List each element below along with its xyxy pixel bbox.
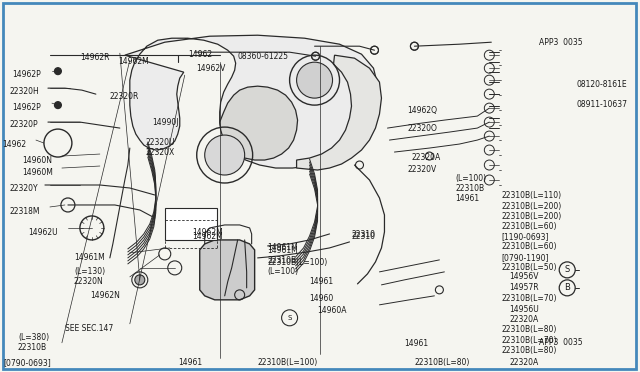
Text: 22320A: 22320A (412, 153, 441, 162)
Text: 22310B(L=100): 22310B(L=100) (258, 358, 318, 367)
Text: 22310B(L=60): 22310B(L=60) (501, 222, 557, 231)
Polygon shape (200, 240, 255, 300)
Text: 22320U: 22320U (146, 138, 175, 147)
Text: 22310B(L=80): 22310B(L=80) (501, 346, 557, 355)
FancyBboxPatch shape (3, 3, 636, 369)
Text: 14961: 14961 (310, 277, 333, 286)
Text: 14961M: 14961M (268, 243, 298, 252)
Text: 14961: 14961 (178, 358, 202, 367)
Text: S: S (287, 315, 292, 321)
Text: 22310B: 22310B (268, 256, 297, 265)
Text: 14960: 14960 (310, 294, 334, 303)
Text: 14962V: 14962V (196, 64, 225, 73)
Text: 14961M: 14961M (268, 246, 298, 255)
Text: 14957R: 14957R (509, 283, 539, 292)
Text: 22310B(L=70): 22310B(L=70) (501, 294, 557, 303)
Text: 22320P: 22320P (10, 120, 38, 129)
Text: 14962M: 14962M (192, 228, 223, 237)
Text: 22320O: 22320O (408, 124, 437, 133)
Text: 14960A: 14960A (317, 306, 347, 315)
Text: [0790-0693]: [0790-0693] (3, 358, 51, 367)
Text: 14961: 14961 (404, 339, 429, 348)
Text: (L=100): (L=100) (456, 174, 486, 183)
Text: 22310B(L=110): 22310B(L=110) (501, 191, 561, 200)
Text: 22320Y: 22320Y (10, 184, 38, 193)
Text: 22320A: 22320A (509, 358, 538, 367)
Text: 22310B(L=100): 22310B(L=100) (268, 258, 328, 267)
Circle shape (135, 275, 145, 285)
Text: 22310B(L=200): 22310B(L=200) (501, 202, 561, 211)
Text: 14961M: 14961M (74, 253, 105, 262)
Text: 14961: 14961 (456, 194, 479, 203)
Text: [0790-1190]: [0790-1190] (501, 253, 549, 262)
Text: 14956V: 14956V (509, 272, 539, 281)
Text: 08360-61225: 08360-61225 (237, 52, 289, 61)
Text: 22320H: 22320H (10, 87, 40, 96)
Text: 14962Q: 14962Q (408, 106, 437, 115)
Polygon shape (125, 35, 378, 168)
Text: 14962U: 14962U (28, 228, 58, 237)
Text: (L=380): (L=380) (18, 333, 49, 342)
Polygon shape (220, 86, 298, 160)
Text: SEE SEC.147: SEE SEC.147 (65, 324, 113, 333)
Text: 14960M: 14960M (22, 168, 53, 177)
Polygon shape (296, 55, 381, 170)
Text: 14962N: 14962N (90, 291, 120, 300)
Text: 22320A: 22320A (509, 315, 538, 324)
Text: 22320N: 22320N (74, 277, 104, 286)
Text: 22310B(L=60): 22310B(L=60) (501, 242, 557, 251)
Text: 22320V: 22320V (408, 165, 436, 174)
Text: 14962R: 14962R (80, 53, 109, 62)
Circle shape (205, 135, 244, 175)
Text: 14956U: 14956U (509, 305, 539, 314)
Text: 22320R: 22320R (110, 92, 140, 101)
Text: [1190-0693]: [1190-0693] (501, 232, 549, 241)
Text: 22310B(L=200): 22310B(L=200) (501, 212, 561, 221)
Text: 14962P: 14962P (12, 70, 41, 79)
Text: 14960N: 14960N (22, 156, 52, 165)
Text: (L=130): (L=130) (74, 267, 105, 276)
Text: 14962M: 14962M (192, 232, 223, 241)
Circle shape (296, 62, 333, 98)
Circle shape (54, 68, 61, 75)
Text: B: B (564, 283, 570, 292)
Text: (L=100): (L=100) (268, 267, 299, 276)
Text: S: S (564, 265, 570, 275)
Text: 22318M: 22318M (10, 207, 40, 216)
Text: APP3  0035: APP3 0035 (540, 338, 583, 347)
Text: 22310B(L=70): 22310B(L=70) (501, 336, 557, 345)
Text: 14962: 14962 (188, 50, 212, 59)
Text: 22310B(L=80): 22310B(L=80) (501, 325, 557, 334)
Circle shape (54, 102, 61, 109)
Text: APP3  0035: APP3 0035 (540, 38, 583, 47)
Text: 22310B(L=50): 22310B(L=50) (501, 263, 557, 272)
Text: 08911-10637: 08911-10637 (576, 100, 627, 109)
FancyBboxPatch shape (164, 208, 217, 240)
Text: 14962P: 14962P (12, 103, 41, 112)
Text: 22320X: 22320X (146, 148, 175, 157)
Text: 22310: 22310 (351, 230, 376, 239)
Text: 14962: 14962 (2, 140, 26, 149)
Text: 22310B: 22310B (18, 343, 47, 352)
Text: 22310B(L=80): 22310B(L=80) (415, 358, 470, 367)
Text: 22310: 22310 (351, 232, 376, 241)
Text: 14990J: 14990J (152, 118, 179, 127)
Text: 08120-8161E: 08120-8161E (576, 80, 627, 89)
Text: 22310B: 22310B (456, 184, 484, 193)
Text: 14962M: 14962M (118, 57, 148, 66)
